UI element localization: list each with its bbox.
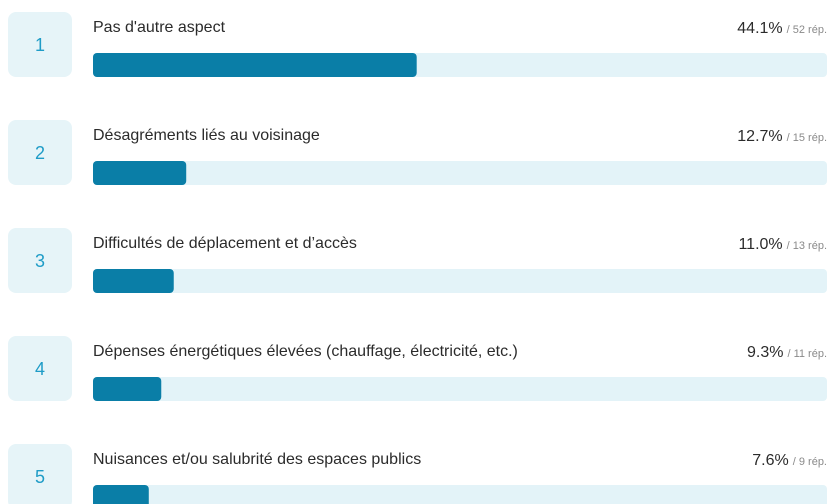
- bar-track: [93, 485, 827, 504]
- rank: 2: [35, 143, 45, 163]
- count-label: / 13 rép.: [787, 240, 827, 252]
- count-label: / 11 rép.: [787, 348, 827, 360]
- bar: [93, 161, 187, 185]
- option-label: Dépenses énergétiques élevées (chauffage…: [93, 343, 518, 360]
- rank: 3: [35, 251, 45, 271]
- option-label: Pas d'autre aspect: [93, 19, 226, 36]
- count-label: / 9 rép.: [793, 456, 827, 468]
- percent-label: 9.3%: [747, 344, 783, 361]
- percent-label: 11.0%: [738, 236, 782, 253]
- count-label: / 15 rép.: [787, 132, 827, 144]
- bar-track: [93, 269, 827, 293]
- rank: 4: [35, 359, 45, 379]
- percent-label: 44.1%: [737, 20, 782, 37]
- bar: [93, 485, 149, 504]
- bar-track: [93, 377, 827, 401]
- bar-track: [93, 161, 827, 185]
- rank-box: [8, 228, 72, 293]
- option-label: Difficultés de déplacement et d’accès: [93, 235, 357, 252]
- rank: 1: [35, 35, 45, 55]
- percent-label: 12.7%: [737, 128, 782, 145]
- option-label: Nuisances et/ou salubrité des espaces pu…: [93, 451, 421, 468]
- bar: [93, 53, 417, 77]
- count-label: / 52 rép.: [787, 24, 827, 36]
- rank-box: [8, 12, 72, 77]
- bar: [93, 377, 162, 401]
- rank-box: [8, 444, 72, 504]
- rank-box: [8, 336, 72, 401]
- rank: 5: [35, 467, 45, 487]
- option-label: Désagréments liés au voisinage: [93, 127, 320, 144]
- bar: [93, 269, 174, 293]
- percent-label: 7.6%: [752, 452, 788, 469]
- rank-box: [8, 120, 72, 185]
